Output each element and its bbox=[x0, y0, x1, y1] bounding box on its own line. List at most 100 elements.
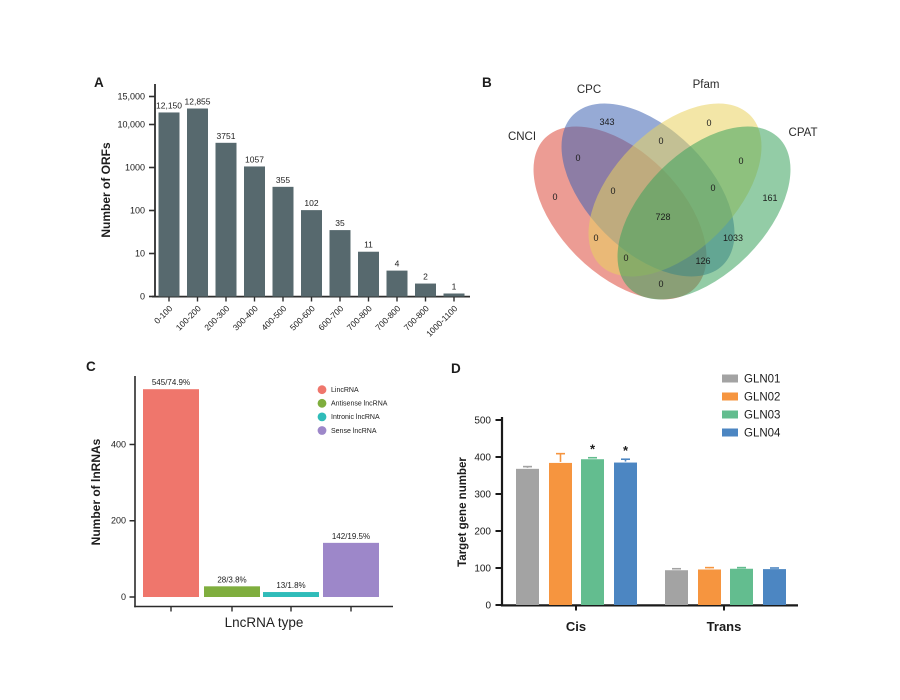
significance-asterisk: * bbox=[623, 443, 629, 458]
venn-region-value: 0 bbox=[658, 279, 663, 289]
bar-value-label: 28/3.8% bbox=[217, 575, 246, 584]
bar-target-gene bbox=[730, 568, 753, 605]
x-tick-label: 400-500 bbox=[259, 303, 288, 332]
x-tick-label: 300-400 bbox=[231, 303, 260, 332]
bar-value-label: 1057 bbox=[245, 154, 264, 164]
venn-region-value: 126 bbox=[695, 256, 710, 266]
bar-orf bbox=[329, 230, 351, 297]
bar-target-gene bbox=[549, 462, 572, 605]
panel-a-letter: A bbox=[94, 75, 104, 90]
bar-orf bbox=[386, 270, 408, 297]
bar-value-label: 3751 bbox=[217, 131, 236, 141]
legend-label: GLN01 bbox=[744, 374, 780, 386]
y-tick-label: 100 bbox=[130, 206, 145, 216]
bar-lncrna-type bbox=[143, 389, 199, 597]
venn-region-value: 0 bbox=[623, 253, 628, 263]
bar-orf bbox=[158, 112, 180, 297]
panel-a-y-axis-title: Number of ORFs bbox=[99, 142, 113, 238]
y-tick-label: 0 bbox=[121, 592, 126, 602]
legend-label: Intronic lncRNA bbox=[331, 414, 380, 421]
y-tick-label: 100 bbox=[474, 564, 491, 575]
venn-ellipse-cpat bbox=[617, 126, 791, 300]
legend-label: GLN02 bbox=[744, 392, 780, 404]
bar-value-label: 142/19.5% bbox=[332, 532, 370, 541]
y-tick-label: 0 bbox=[140, 292, 145, 302]
x-tick-label: 700-800 bbox=[345, 303, 374, 332]
panel-d-y-axis-title: Target gene number bbox=[457, 457, 469, 567]
legend-label: Antisense lncRNA bbox=[331, 401, 388, 408]
venn-region-value: 0 bbox=[710, 183, 715, 193]
bar-target-gene bbox=[763, 569, 786, 605]
x-tick-label: 100-200 bbox=[174, 303, 203, 332]
panel-d-y-ticks: 0 100 200 300 400 500 bbox=[474, 416, 502, 612]
panel-c-legend: LincRNA Antisense lncRNA Intronic lncRNA Se… bbox=[317, 385, 388, 435]
legend-swatch bbox=[722, 374, 738, 383]
bar-value-label: 11 bbox=[364, 240, 373, 250]
y-tick-label: 10 bbox=[135, 249, 145, 259]
legend-swatch bbox=[722, 392, 738, 401]
panel-c-bars: 545/74.9% 28/3.8% 13/1.8% 142/19.5% bbox=[143, 378, 379, 612]
y-tick-label: 200 bbox=[474, 527, 491, 538]
legend-swatch bbox=[722, 428, 738, 437]
panel-b: B CNCI CPC Pfam CPAT 343 0 0 0 0 0 0 0 161 728 0 1033 0… bbox=[482, 75, 817, 300]
y-tick-label: 500 bbox=[474, 416, 491, 427]
panel-d-group-labels: Cis Trans bbox=[566, 605, 742, 634]
venn-set-label-cnci: CNCI bbox=[508, 131, 536, 143]
venn-region-value: 0 bbox=[706, 118, 711, 128]
venn-ellipses bbox=[533, 103, 791, 300]
bar-value-label: 13/1.8% bbox=[276, 581, 305, 590]
panel-d-significance-marks: * * bbox=[590, 442, 629, 458]
x-tick-label: 500-600 bbox=[288, 303, 317, 332]
legend-swatch bbox=[317, 426, 327, 435]
x-tick-label: 0-100 bbox=[152, 303, 175, 326]
y-tick-label: 15,000 bbox=[117, 92, 145, 102]
panel-b-letter: B bbox=[482, 75, 492, 90]
panel-a-x-labels: 0-100 100-200 200-300 300-400 400-500 500-600… bbox=[152, 297, 460, 339]
group-label: Trans bbox=[707, 619, 742, 634]
panel-a: A Number of ORFs 010100100010,00015,000 … bbox=[94, 75, 470, 339]
legend-swatch bbox=[317, 412, 327, 422]
venn-region-value: 0 bbox=[593, 233, 598, 243]
panel-c-y-axis-title: Number of lnRNAs bbox=[89, 438, 103, 545]
group-label: Cis bbox=[566, 619, 586, 634]
panel-d-bars bbox=[516, 452, 786, 605]
bar-value-label: 4 bbox=[395, 259, 400, 269]
bar-target-gene bbox=[665, 570, 688, 605]
bar-lncrna-type bbox=[263, 592, 319, 597]
y-tick-label: 400 bbox=[474, 453, 491, 464]
panel-d: D Target gene number 0 100 200 300 400 500 Ci… bbox=[451, 361, 798, 634]
venn-region-values: 343 0 0 0 0 0 0 0 161 728 0 1033 0 126 0 bbox=[552, 117, 777, 289]
x-tick-label: 700-800 bbox=[373, 303, 402, 332]
bar-lncrna-type bbox=[204, 586, 260, 597]
bar-orf bbox=[187, 108, 208, 297]
venn-region-value: 343 bbox=[599, 117, 614, 127]
bar-value-label: 12,855 bbox=[185, 97, 211, 107]
legend-label: GLN04 bbox=[744, 428, 781, 440]
x-tick-label: 600-700 bbox=[316, 303, 345, 332]
legend-label: Sense lncRNA bbox=[331, 428, 377, 435]
legend-swatch bbox=[722, 410, 738, 419]
panel-c: C Number of lnRNAs LncRNA type 0 200 400 5… bbox=[86, 359, 393, 630]
y-tick-label: 400 bbox=[111, 439, 126, 449]
y-tick-label: 10,000 bbox=[117, 120, 145, 130]
bar-lncrna-type bbox=[323, 542, 379, 597]
bar-value-label: 1 bbox=[452, 282, 457, 292]
venn-region-value: 0 bbox=[610, 186, 615, 196]
panel-c-letter: C bbox=[86, 359, 96, 374]
venn-region-value: 728 bbox=[655, 212, 670, 222]
panel-a-bars: 12,150 12,855 3751 1057 355 102 35 11 4 2 1 bbox=[156, 97, 465, 297]
bar-value-label: 102 bbox=[304, 198, 318, 208]
bar-orf bbox=[358, 251, 379, 297]
venn-region-value: 0 bbox=[738, 156, 743, 166]
bar-orf bbox=[272, 186, 294, 297]
y-tick-label: 200 bbox=[111, 516, 126, 526]
bar-orf bbox=[415, 283, 436, 297]
venn-region-value: 161 bbox=[762, 193, 777, 203]
venn-set-label-cpc: CPC bbox=[577, 84, 601, 96]
panel-d-letter: D bbox=[451, 361, 461, 376]
venn-set-label-pfam: Pfam bbox=[693, 79, 720, 91]
legend-swatch bbox=[317, 385, 327, 395]
bar-orf bbox=[244, 166, 265, 297]
